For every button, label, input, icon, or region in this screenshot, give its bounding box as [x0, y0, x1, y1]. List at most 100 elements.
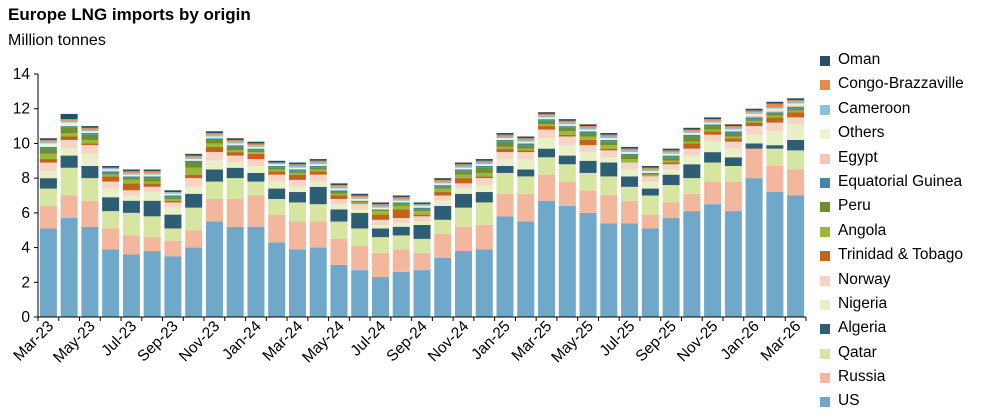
- bar-segment-angola: [351, 202, 369, 205]
- legend-swatch: [820, 153, 830, 164]
- bar-segment-algeria: [392, 226, 410, 236]
- bar-segment-peru: [185, 162, 203, 168]
- bar-segment-trinidad-tobago: [766, 117, 784, 123]
- bar-segment-nigeria: [413, 221, 431, 226]
- bar-segment-nigeria: [185, 186, 203, 194]
- bar-segment-angola: [205, 143, 223, 147]
- bar-segment-congo-brazzaville: [579, 126, 597, 128]
- bar-segment-peru: [309, 167, 327, 170]
- bar-segment-us: [455, 251, 473, 317]
- bar-segment-qatar: [185, 207, 203, 231]
- bar-segment-congo-brazzaville: [745, 110, 763, 113]
- bar-segment-equatorial-guinea: [413, 207, 431, 210]
- bar-segment-norway: [60, 139, 78, 149]
- bar-segment-angola: [392, 205, 410, 210]
- bar-segment-qatar: [143, 216, 161, 238]
- bar-segment-egypt: [745, 115, 763, 118]
- bar-segment-qatar: [392, 235, 410, 250]
- bar-segment-norway: [371, 219, 389, 226]
- bar-segment-us: [60, 218, 78, 317]
- bar-segment-peru: [81, 134, 99, 140]
- bar-segment-trinidad-tobago: [787, 112, 805, 118]
- bar-segment-qatar: [81, 178, 99, 201]
- y-tick-label: 12: [13, 101, 30, 118]
- bar-segment-congo-brazzaville: [288, 164, 306, 166]
- legend-label: Nigeria: [838, 294, 888, 312]
- y-tick-label: 2: [21, 274, 30, 291]
- bar-segment-cameroon: [538, 115, 556, 118]
- bar-segment-norway: [662, 164, 680, 170]
- bar-segment-others: [413, 205, 431, 208]
- bar-segment-trinidad-tobago: [330, 195, 348, 199]
- bar-segment-russia: [392, 249, 410, 272]
- bar-segment-nigeria: [600, 157, 618, 163]
- y-tick-label: 6: [21, 205, 30, 222]
- bar-stack-Jan-25: [496, 133, 514, 317]
- bar-segment-algeria: [371, 228, 389, 238]
- bar-segment-nigeria: [558, 145, 576, 156]
- bar-segment-qatar: [226, 178, 244, 199]
- bar-segment-qatar: [600, 176, 618, 196]
- bar-segment-algeria: [351, 212, 369, 229]
- bar-segment-nigeria: [226, 162, 244, 168]
- bar-segment-others: [164, 193, 182, 196]
- bar-segment-russia: [288, 221, 306, 250]
- bar-segment-peru: [538, 120, 556, 125]
- bar-segment-angola: [39, 153, 57, 160]
- bar-segment-oman: [621, 146, 639, 149]
- bar-segment-peru: [496, 141, 514, 147]
- bar-segment-nigeria: [164, 207, 182, 215]
- bar-stack-Dec-24: [475, 159, 493, 317]
- bar-segment-angola: [185, 167, 203, 175]
- bar-segment-others: [496, 138, 514, 140]
- bar-segment-oman: [600, 133, 618, 135]
- bar-segment-nigeria: [517, 159, 535, 170]
- y-tick-label: 4: [21, 240, 30, 257]
- bar-segment-russia: [164, 240, 182, 257]
- bar-stack-May-25: [579, 124, 597, 317]
- x-tick-label: Nov-23: [176, 318, 223, 365]
- bar-segment-algeria: [496, 165, 514, 173]
- bar-segment-others: [579, 129, 597, 132]
- bar-segment-nigeria: [39, 171, 57, 179]
- bar-stack-Mar-26: [787, 98, 805, 317]
- bar-segment-algeria: [413, 225, 431, 239]
- legend-label: Angola: [838, 221, 887, 239]
- bar-segment-peru: [683, 136, 701, 142]
- bar-segment-nigeria: [205, 160, 223, 170]
- bar-stack-Nov-24: [455, 162, 473, 317]
- bar-segment-trinidad-tobago: [517, 150, 535, 153]
- y-axis: 0 2 4 6 8 10 12 14: [13, 66, 39, 326]
- bar-segment-angola: [704, 129, 722, 132]
- bar-segment-cameroon: [600, 136, 618, 139]
- bar-segment-others: [787, 103, 805, 106]
- legend-swatch: [820, 299, 830, 310]
- legend-item-us: US: [818, 391, 986, 415]
- bar-segment-russia: [185, 230, 203, 248]
- bar-segment-cameroon: [143, 172, 161, 175]
- bar-segment-equatorial-guinea: [704, 124, 722, 127]
- bar-segment-russia: [475, 225, 493, 250]
- bar-segment-qatar: [579, 172, 597, 191]
- bar-segment-others: [268, 164, 286, 166]
- legend-item-egypt: Egypt: [818, 148, 986, 172]
- legend-item-oman: Oman: [818, 50, 986, 74]
- bar-segment-us: [413, 270, 431, 317]
- bar-segment-russia: [538, 174, 556, 201]
- bar-segment-congo-brazzaville: [60, 119, 78, 121]
- bar-segment-us: [787, 195, 805, 317]
- bar-segment-equatorial-guinea: [538, 119, 556, 121]
- bar-segment-russia: [496, 193, 514, 217]
- bar-segment-cameroon: [579, 127, 597, 130]
- bar-segment-qatar: [164, 228, 182, 241]
- bar-segment-others: [102, 169, 120, 172]
- bar-segment-others: [724, 129, 742, 132]
- bar-segment-russia: [683, 193, 701, 212]
- y-tick-label: 14: [13, 66, 31, 83]
- bar-segment-qatar: [247, 181, 265, 196]
- bar-stack-Jul-23: [122, 169, 140, 317]
- bar-segment-qatar: [205, 181, 223, 199]
- bar-segment-others: [205, 136, 223, 139]
- bar-segment-nigeria: [268, 181, 286, 189]
- bar-segment-nigeria: [766, 131, 784, 146]
